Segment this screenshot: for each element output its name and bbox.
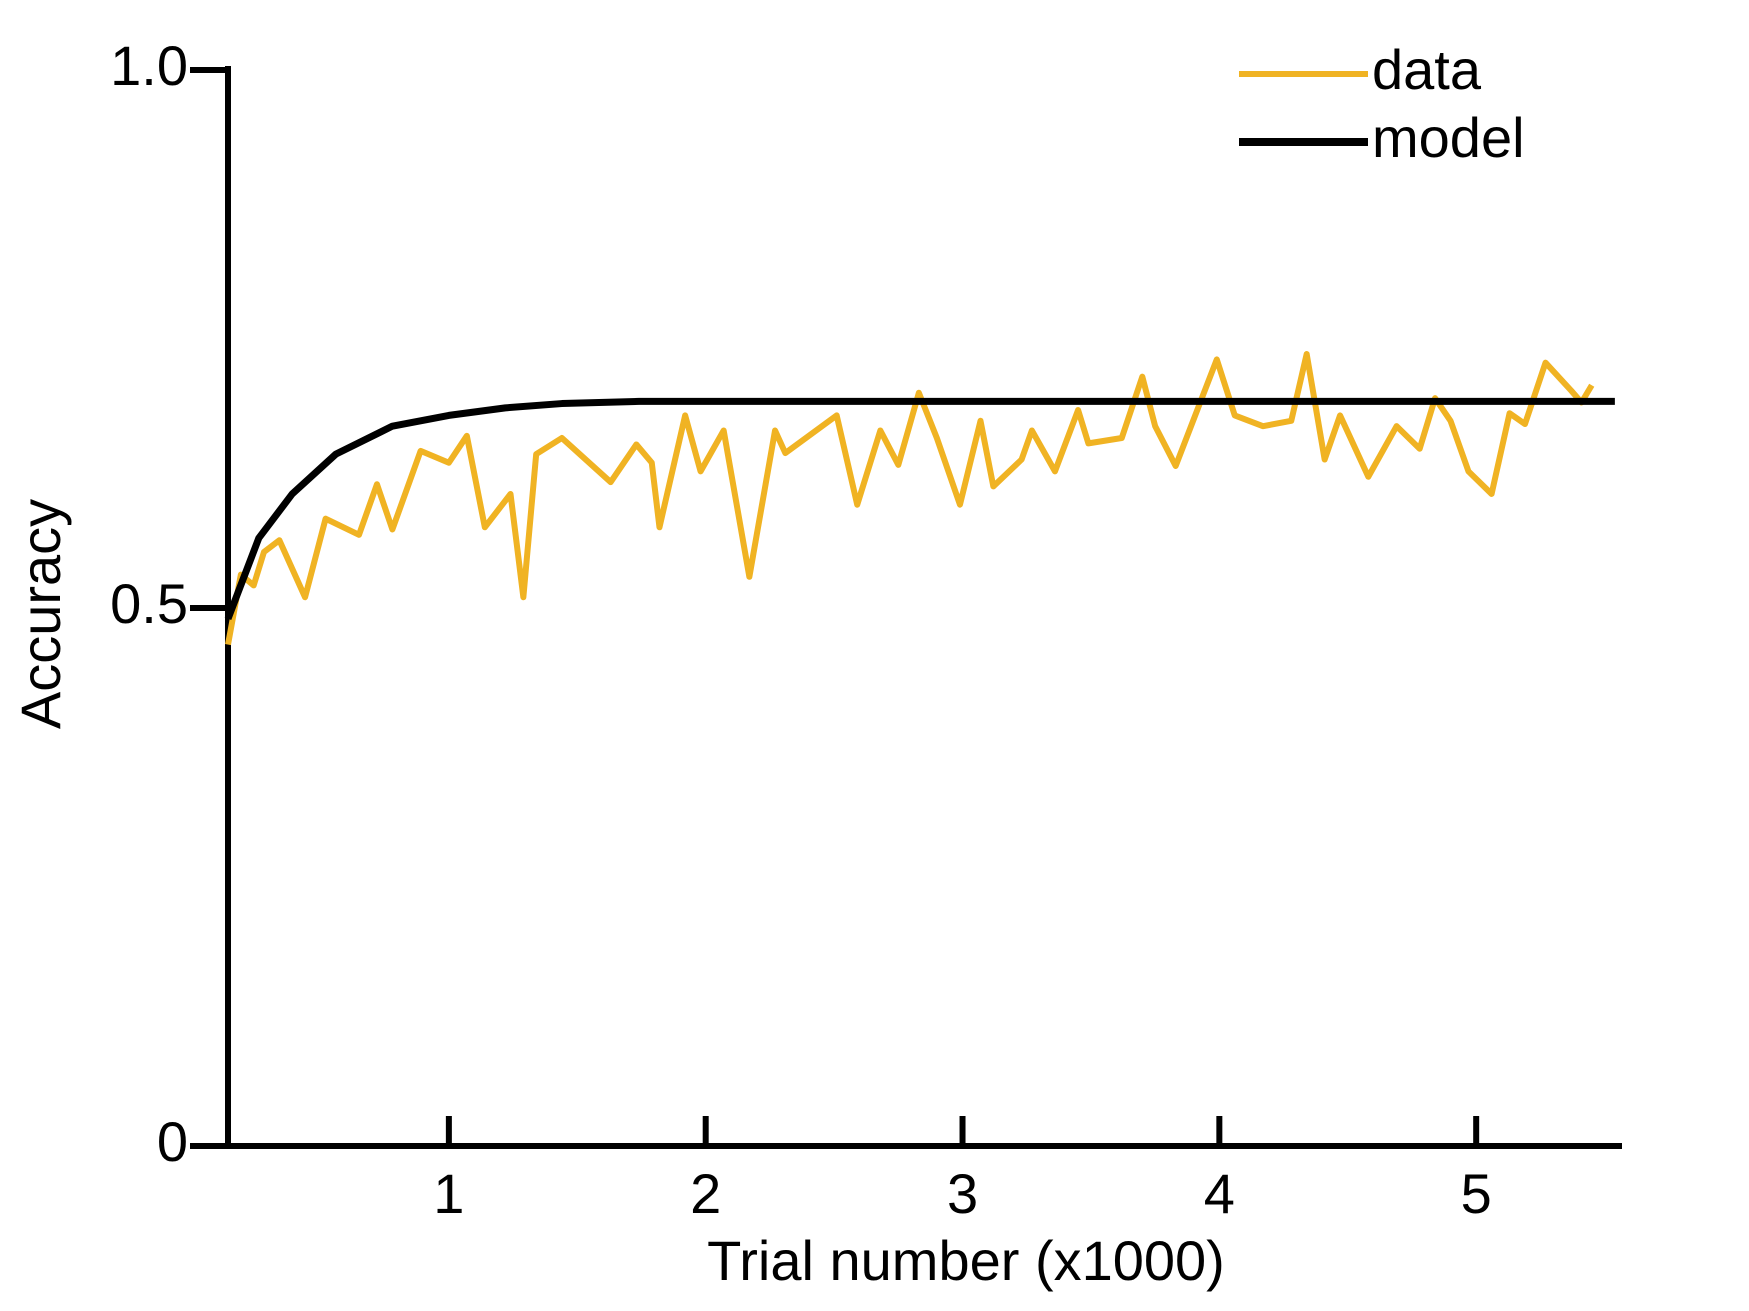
y-tick-label: 0.5: [110, 572, 188, 635]
x-tick-label: 2: [690, 1162, 721, 1225]
legend-label: model: [1372, 106, 1525, 169]
x-tick-label: 5: [1461, 1162, 1492, 1225]
legend-label: data: [1372, 38, 1482, 101]
x-tick-label: 4: [1204, 1162, 1235, 1225]
y-tick-label: 1.0: [110, 34, 188, 97]
x-tick-label: 1: [433, 1162, 464, 1225]
x-tick-label: 3: [947, 1162, 978, 1225]
series-line: [224, 397, 1615, 621]
y-tick-label: 0: [157, 1110, 188, 1173]
series-line: [225, 351, 1595, 646]
x-axis-label: Trial number (x1000): [707, 1229, 1225, 1292]
y-axis-label: Accuracy: [9, 499, 72, 729]
